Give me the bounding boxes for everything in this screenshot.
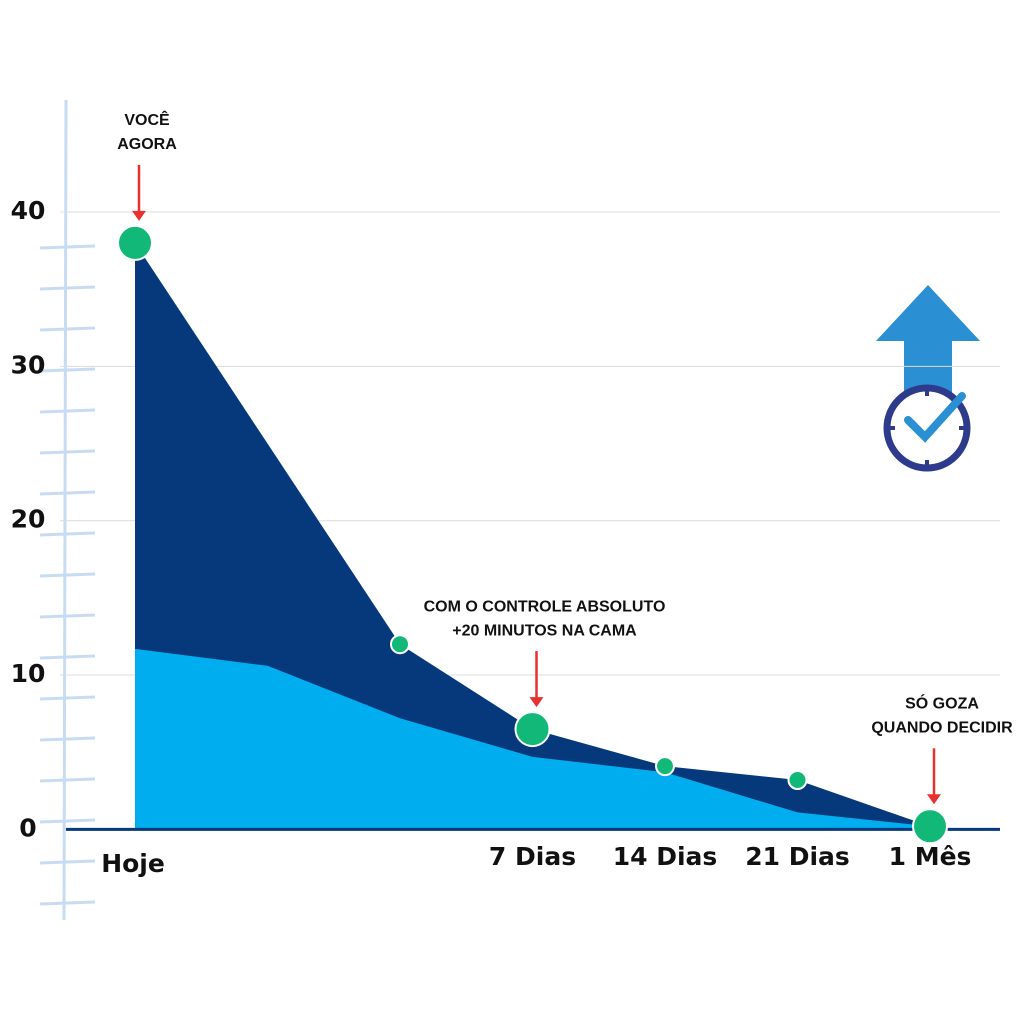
x-tick-label: 7 Dias [489, 842, 576, 871]
marker [390, 634, 410, 655]
x-tick-label: Hoje [101, 849, 165, 878]
y-tick-label: 0 [19, 813, 36, 842]
annotation-text: SÓ GOZA [905, 694, 979, 713]
marker [655, 756, 675, 777]
ruler-tick [39, 777, 96, 783]
annotation-text: VOCÊ [124, 110, 170, 129]
ruler-tick [39, 572, 96, 578]
y-tick-label: 40 [11, 196, 46, 225]
ruler [62, 99, 68, 921]
ruler-tick [39, 531, 96, 537]
y-tick-label: 30 [11, 350, 46, 379]
x-tick-label: 21 Dias [745, 842, 850, 871]
ruler-tick [39, 367, 96, 373]
marker [117, 224, 153, 261]
ruler-tick [39, 490, 96, 496]
x-tick-label: 14 Dias [613, 842, 718, 871]
marker [787, 770, 808, 791]
ruler-tick [39, 818, 96, 824]
icon [876, 285, 980, 472]
ruler-tick [39, 859, 96, 865]
x-tick-label: 1 Mês [889, 842, 972, 871]
ruler-tick [39, 613, 96, 619]
ruler-tick [39, 408, 96, 414]
area [135, 242, 930, 830]
annotation-text: AGORA [117, 136, 177, 153]
ruler-tick [39, 244, 96, 250]
arrow-head [529, 697, 544, 708]
y-tick-label: 10 [11, 659, 46, 688]
annotation-text: +20 MINUTOS NA CAMA [452, 622, 637, 639]
ruler-tick [39, 695, 96, 701]
marker [912, 808, 948, 845]
annotation-text: COM O CONTROLE ABSOLUTO [424, 598, 666, 615]
arrow-head [927, 794, 941, 805]
y-tick-label: 20 [11, 505, 46, 534]
ruler-tick [39, 449, 96, 455]
annotation-text: QUANDO DECIDIR [871, 720, 1013, 737]
ruler-tick [39, 326, 96, 332]
ruler-tick [39, 900, 96, 906]
ruler-tick [39, 654, 96, 660]
area [135, 648, 930, 830]
marker [514, 711, 551, 748]
ruler-tick [39, 285, 96, 291]
ruler-tick [39, 736, 96, 742]
arrow-head [132, 210, 146, 221]
